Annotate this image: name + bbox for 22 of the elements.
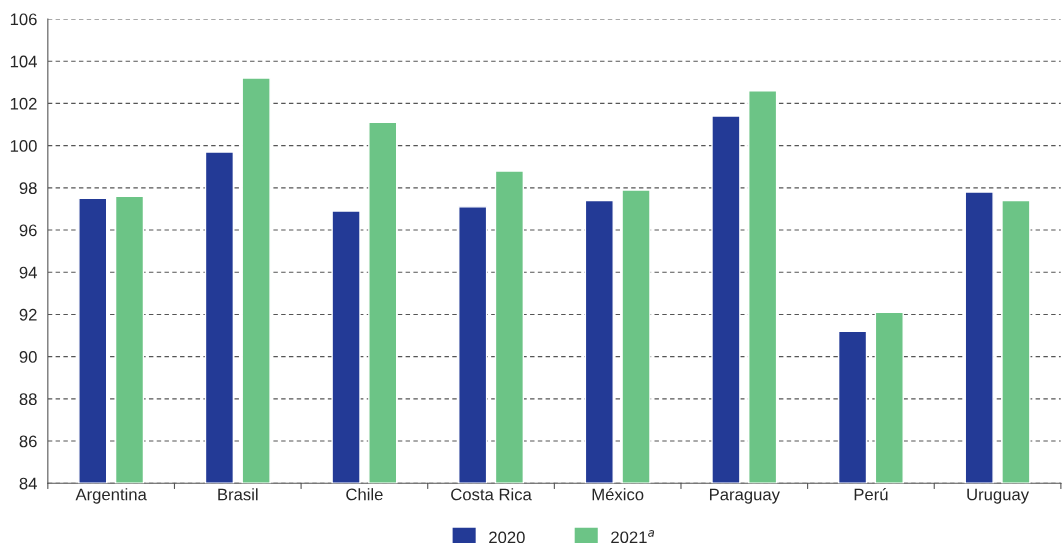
y-tick-label: 84: [19, 477, 37, 490]
y-tick-label: 96: [19, 224, 37, 237]
x-tick-label: Uruguay: [967, 488, 1030, 504]
y-tick-label: 86: [19, 435, 37, 448]
x-tick-label: Perú: [854, 487, 888, 501]
x-tick-label: Brasil: [218, 488, 258, 501]
x-tick-label: Argentina: [75, 488, 147, 504]
y-tick-label: 100: [10, 140, 37, 152]
y-tick-label: 90: [19, 351, 37, 363]
x-tick-label: Chile: [346, 488, 383, 501]
x-tick-label: Costa Rica: [451, 488, 532, 501]
legend-label: 2021$^{a}$: [611, 530, 655, 543]
y-tick-label: 104: [10, 55, 37, 68]
y-tick-label: 106: [10, 13, 37, 26]
y-tick-label: 92: [19, 308, 37, 321]
x-tick-label: México: [592, 487, 644, 501]
y-tick-label: 94: [19, 266, 37, 279]
y-tick-label: 88: [19, 393, 37, 406]
legend-label: 2020: [489, 531, 525, 543]
x-tick-label: Paraguay: [710, 488, 780, 504]
y-tick-label: 102: [10, 97, 37, 110]
y-tick-label: 98: [19, 182, 37, 195]
